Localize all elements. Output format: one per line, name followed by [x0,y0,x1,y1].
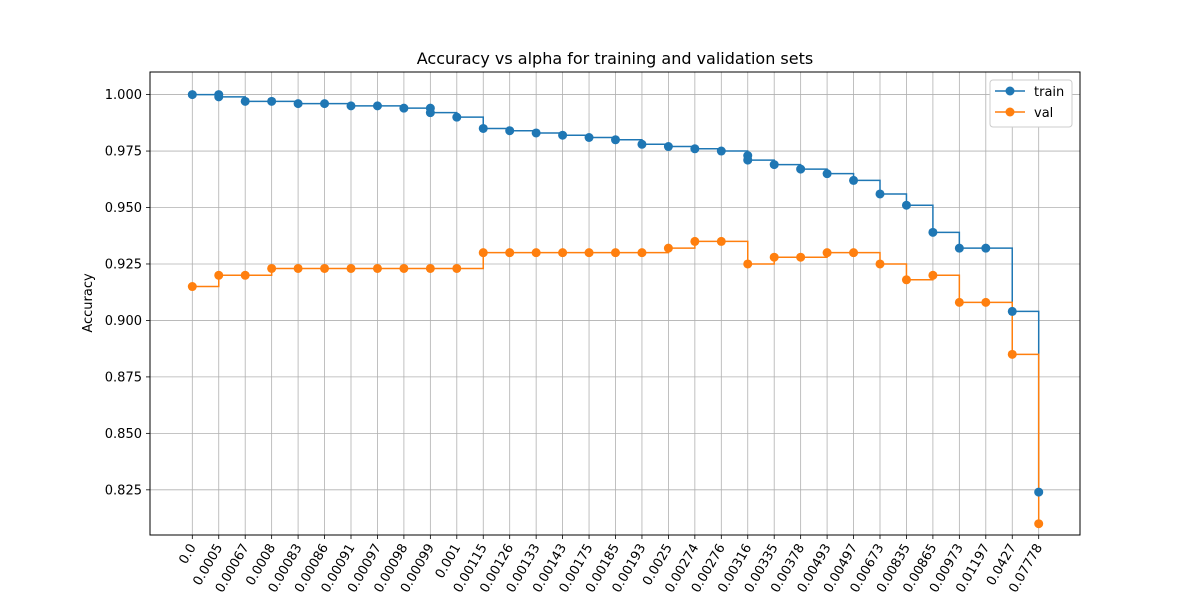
data-point-train [1007,306,1017,316]
data-point-val [849,248,859,258]
data-point-val [584,248,594,258]
data-point-train [267,96,277,106]
data-point-train [822,169,832,179]
y-axis-label: Accuracy [81,273,96,333]
data-point-val [663,243,673,253]
legend-marker-train [1005,86,1015,96]
data-point-val [875,259,885,269]
data-point-val [187,282,197,292]
data-point-train [875,189,885,199]
data-point-train [478,123,488,133]
data-point-val [637,248,647,258]
data-point-val [478,248,488,258]
data-point-train [425,108,435,118]
data-point-val [240,270,250,280]
chart-title: Accuracy vs alpha for training and valid… [417,49,813,68]
data-point-train [399,103,409,113]
plot-frame [149,71,1081,536]
data-point-val [372,263,382,273]
data-point-train [1034,487,1044,497]
y-tick-label: 0.925 [105,257,142,272]
data-point-val [981,297,991,307]
data-point-train [320,99,330,109]
data-point-train [663,142,673,152]
data-point-val [769,252,779,262]
data-point-train [346,101,356,111]
data-point-train [187,90,197,100]
data-point-train [796,164,806,174]
grid [150,72,1080,535]
data-point-val [901,275,911,285]
data-point-train [240,96,250,106]
data-point-train [690,144,700,154]
data-point-val [293,263,303,273]
data-point-train [293,99,303,109]
data-point-val [743,259,753,269]
data-point-val [320,263,330,273]
data-point-val [1034,519,1044,529]
y-tick-label: 0.975 [105,145,142,160]
data-point-val [558,248,568,258]
data-point-train [531,128,541,138]
y-tick-label: 0.900 [105,314,142,329]
y-tick-label: 0.850 [105,427,142,442]
data-point-train [505,126,515,136]
data-point-val [531,248,541,258]
data-point-val [214,270,224,280]
y-tick-label: 0.825 [105,483,142,498]
data-point-val [796,252,806,262]
x-axis-ticks: 0.00.00050.000670.00080.000830.000860.00… [176,535,1046,596]
data-point-val [611,248,620,258]
data-point-val [1007,349,1017,359]
data-point-train [954,243,964,253]
data-point-train [928,227,938,237]
data-point-train [584,132,594,142]
legend-label-train: train [1034,85,1064,100]
y-axis-ticks: 0.825 0.850 0.875 0.900 0.925 0.950 0.975 1.000 [105,88,150,498]
legend-label-val: val [1034,106,1053,121]
data-point-val [690,236,700,246]
data-point-val [267,263,277,273]
data-point-val [452,263,462,273]
y-tick-label: 0.875 [105,370,142,385]
data-point-train [214,92,224,102]
data-point-train [558,130,568,140]
data-point-train [769,160,779,170]
legend: train val [989,79,1073,128]
data-point-train [901,200,911,210]
data-point-train [372,101,382,111]
data-point-val [505,248,515,258]
data-point-val [928,270,938,280]
x-tick-label: 0.0 [176,542,199,567]
data-point-train [849,175,859,185]
series-markers [187,90,1044,529]
data-point-train [981,243,991,253]
data-point-val [716,236,726,246]
y-tick-label: 1.000 [105,88,142,103]
data-point-val [954,297,964,307]
data-point-val [399,263,409,273]
data-point-train [716,146,726,156]
data-point-val [822,248,832,258]
data-point-train [611,135,620,145]
y-tick-label: 0.950 [105,201,142,216]
data-point-val [346,263,356,273]
data-point-val [425,263,435,273]
legend-marker-val [1005,107,1015,117]
data-point-train [637,139,647,149]
data-point-train [452,112,462,122]
data-point-train [743,155,753,165]
